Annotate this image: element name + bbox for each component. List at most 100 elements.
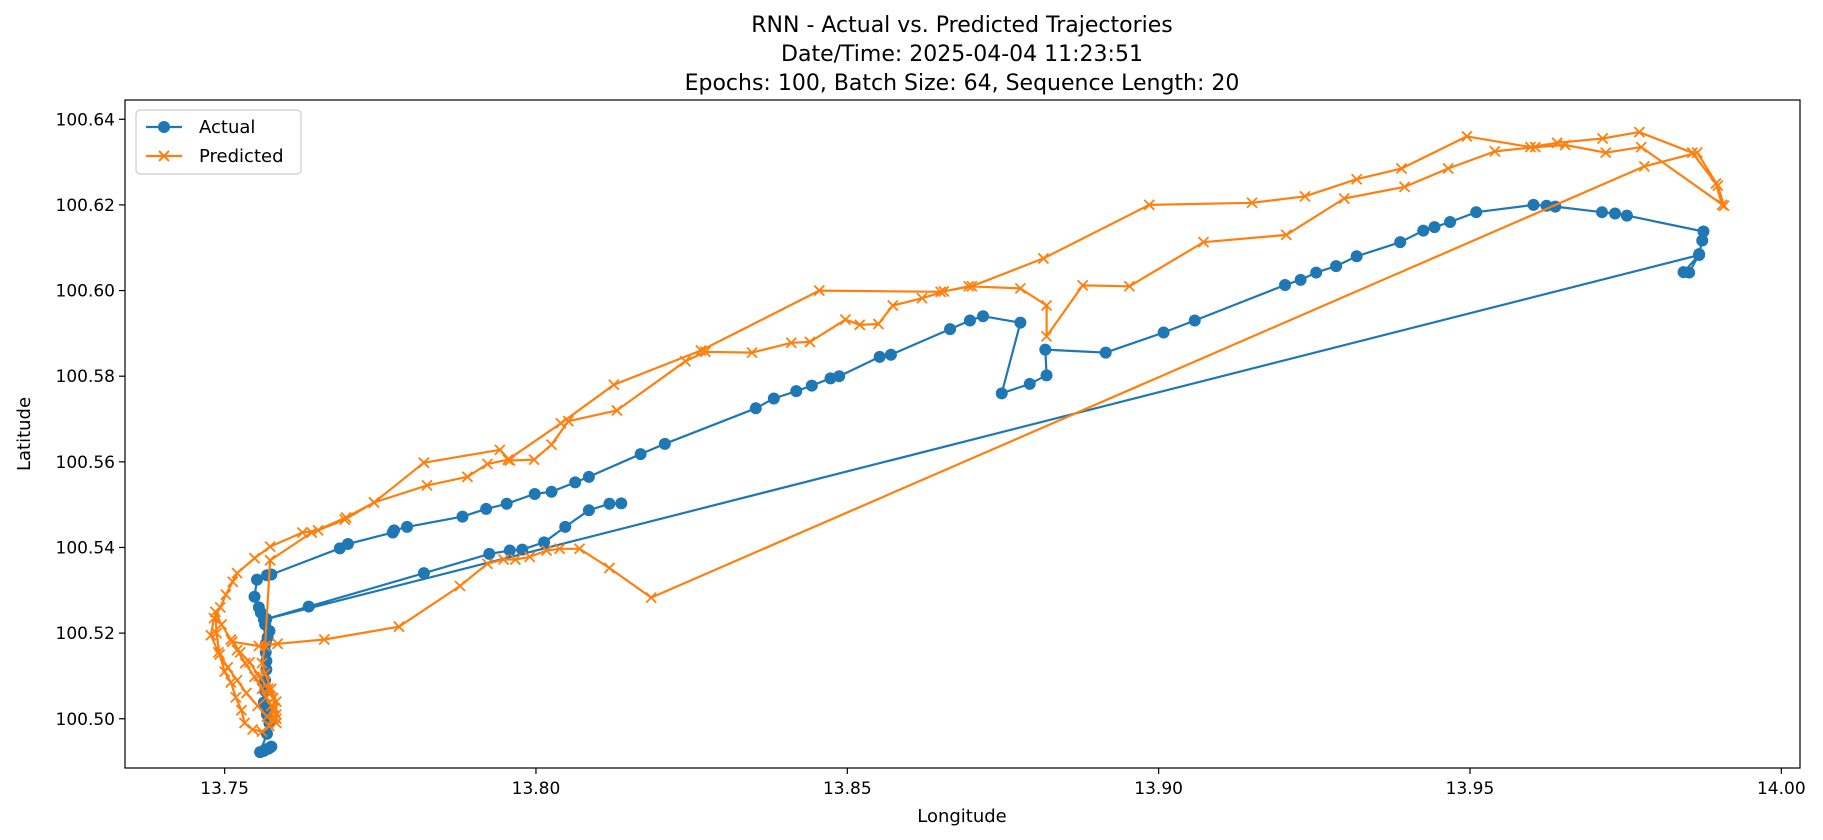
data-point-actual [545,485,558,498]
data-point-predicted [306,526,318,539]
data-point-predicted [271,638,284,650]
data-point-predicted [872,318,885,330]
data-point-actual [302,600,315,613]
data-point-predicted [1014,282,1027,295]
data-point-predicted [265,683,277,695]
data-point-predicted [340,511,352,524]
data-point-predicted [481,558,494,570]
data-point-predicted [1299,190,1311,202]
data-point-actual [1428,221,1441,234]
data-point-predicted [270,717,282,729]
data-point-predicted [785,337,797,349]
data-point-predicted [256,683,268,695]
data-point-predicted [263,720,276,732]
data-point-actual [387,524,400,537]
data-point-predicted [247,723,259,736]
chart-title-line-3: Epochs: 100, Batch Size: 64, Sequence Le… [685,71,1240,96]
data-point-predicted [1077,279,1089,292]
data-point-predicted [222,661,234,674]
data-point-predicted [1489,145,1501,158]
data-point-predicted [645,591,657,604]
data-point-predicted [963,280,975,292]
data-point-actual [500,497,513,510]
data-point-actual [658,437,671,450]
data-point-predicted [461,471,474,483]
data-point-predicted [608,379,620,391]
data-point-predicted [813,284,825,297]
data-point-predicted [1040,299,1053,312]
data-point-actual [582,470,595,483]
y-tick-label: 100.62 [56,196,115,216]
data-point-actual [1039,343,1052,356]
data-point-predicted [1638,160,1650,173]
x-tick-label: 13.80 [512,779,561,799]
data-point-actual [1609,207,1622,220]
data-point-predicted [418,457,430,469]
data-point-predicted [220,588,232,601]
x-tick-label: 13.90 [1134,779,1183,799]
data-point-actual [456,510,469,523]
data-point-predicted [839,314,852,326]
data-point-predicted [916,292,928,304]
data-point-predicted [312,524,324,536]
data-point-predicted [611,404,623,417]
data-point-predicted [239,657,251,669]
data-point-predicted [1551,137,1563,149]
data-point-actual [790,385,803,398]
data-point-predicted [1351,173,1363,185]
y-tick-label: 100.56 [56,453,115,473]
data-point-actual [1279,278,1292,291]
y-tick-label: 100.58 [56,367,115,387]
data-point-actual [1677,266,1690,279]
data-point-actual [1697,225,1710,238]
data-point-predicted [481,458,494,470]
data-point-predicted [573,543,586,555]
data-point-actual [1527,198,1540,211]
data-point-predicted [1123,280,1136,292]
data-point-actual [634,448,647,461]
data-point-predicted [243,656,256,668]
data-point-predicted [1710,177,1722,190]
data-point-actual [1470,206,1483,219]
data-point-predicted [256,725,268,738]
data-point-predicted [545,439,558,451]
data-point-predicted [226,636,238,648]
data-point-predicted [1338,192,1350,205]
series-predicted [205,126,1730,738]
data-point-predicted [259,668,271,680]
data-point-actual [1023,377,1036,390]
data-point-actual [538,536,551,549]
data-point-predicted [454,580,466,592]
data-point-predicted [296,526,309,539]
x-tick-label: 14.00 [1757,779,1806,799]
data-point-actual [833,370,846,383]
data-point-predicted [248,552,261,564]
legend-item-actual: Actual [146,117,255,138]
data-point-actual [1350,250,1363,263]
data-point-predicted [528,454,540,466]
data-point-actual [1417,224,1430,237]
x-tick-label: 13.75 [200,779,249,799]
data-point-predicted [1442,162,1454,175]
data-point-predicted [1197,236,1210,248]
data-point-predicted [231,644,243,656]
data-point-predicted [938,285,950,298]
data-point-predicted [1040,330,1053,343]
data-point-predicted [1633,126,1645,138]
series-layer [205,126,1730,759]
data-point-actual [977,310,990,323]
data-point-predicted [1716,199,1728,211]
data-point-predicted [235,704,248,716]
data-point-actual [873,350,886,363]
legend-predicted-label: Predicted [199,146,284,167]
y-tick-label: 100.52 [56,624,115,644]
legend-actual-marker [158,121,170,133]
data-point-actual [767,392,780,405]
data-point-actual [1693,249,1706,262]
data-point-predicted [421,479,433,492]
data-point-actual [1294,273,1307,286]
series-actual [248,198,1710,759]
data-point-predicted [854,319,866,331]
data-point-actual [1620,209,1633,222]
